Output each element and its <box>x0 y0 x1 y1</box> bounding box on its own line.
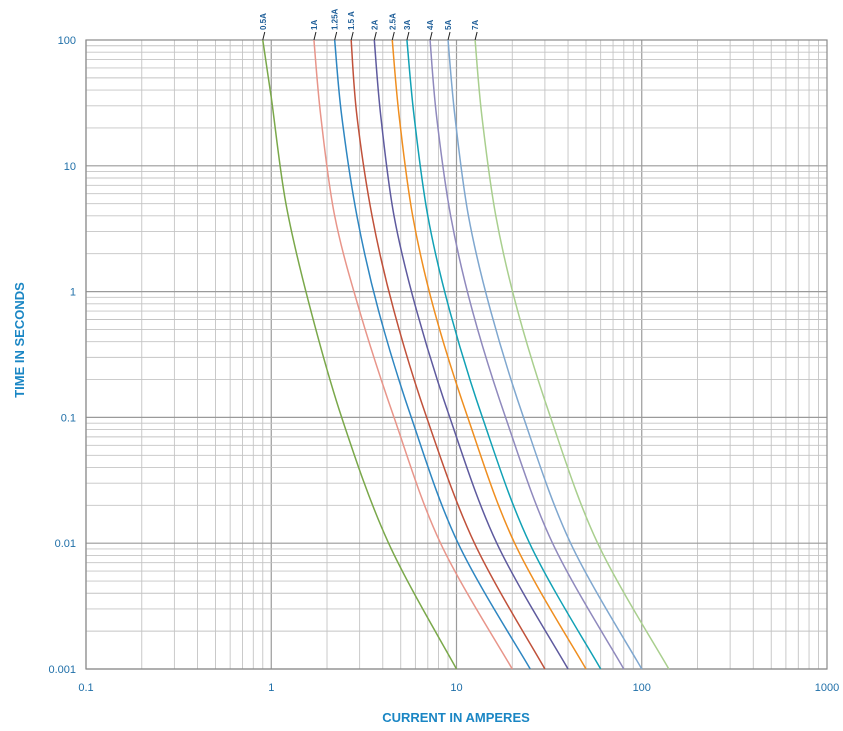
y-tick-label: 0.1 <box>61 412 76 424</box>
y-tick-label: 10 <box>64 161 76 173</box>
x-tick-labels: 0.1 1 10 100 1000 <box>78 682 839 694</box>
series-label: 0.5A <box>259 13 268 30</box>
y-tick-label: 100 <box>58 35 76 47</box>
grid <box>85 39 828 670</box>
series-line <box>429 39 625 670</box>
series-label-leader <box>474 31 478 41</box>
series-label: 5A <box>444 20 453 30</box>
series-line <box>447 39 643 670</box>
series-label: 1.5 A <box>347 11 356 30</box>
series-lines <box>262 39 670 670</box>
series-line <box>391 39 587 670</box>
series-line <box>333 39 531 670</box>
x-tick-label: 1000 <box>815 682 839 694</box>
series-label: 1.25A <box>331 8 340 30</box>
series-label: 1A <box>310 20 319 30</box>
series-label-leader <box>373 31 377 41</box>
series-label-leader <box>313 31 317 41</box>
series-label: 7A <box>471 20 480 30</box>
series-label-leader <box>429 31 433 41</box>
series-label: 2A <box>370 20 379 30</box>
series-line <box>313 39 513 670</box>
y-tick-label: 0.01 <box>55 538 76 550</box>
series-label-leader <box>406 31 410 41</box>
y-tick-labels: 100 10 1 0.1 0.01 0.001 <box>48 35 76 676</box>
series-label: 4A <box>426 20 435 30</box>
x-tick-label: 0.1 <box>78 682 93 694</box>
x-tick-label: 10 <box>450 682 462 694</box>
series-line <box>474 39 670 670</box>
x-axis-title: CURRENT IN AMPERES <box>382 710 530 725</box>
series-line <box>350 39 546 670</box>
series-label-leader <box>262 31 266 41</box>
y-axis-title: TIME IN SECONDS <box>12 282 27 398</box>
series-label: 3A <box>403 20 412 30</box>
y-tick-label: 0.001 <box>48 664 76 676</box>
x-tick-label: 1 <box>268 682 274 694</box>
series-label: 2.5A <box>388 13 397 30</box>
series-line <box>373 39 569 670</box>
series-line <box>406 39 602 670</box>
series-labels: 0.5A 1A 1.25A 1.5 A 2A 2.5A 3A 4A 5A 7A <box>259 8 480 41</box>
x-tick-label: 100 <box>633 682 651 694</box>
series-label-leader <box>391 31 395 41</box>
series-label-leader <box>334 31 338 41</box>
series-line <box>262 39 458 670</box>
y-tick-label: 1 <box>70 287 76 299</box>
series-label-leader <box>447 31 451 41</box>
series-label-leader <box>350 31 354 41</box>
